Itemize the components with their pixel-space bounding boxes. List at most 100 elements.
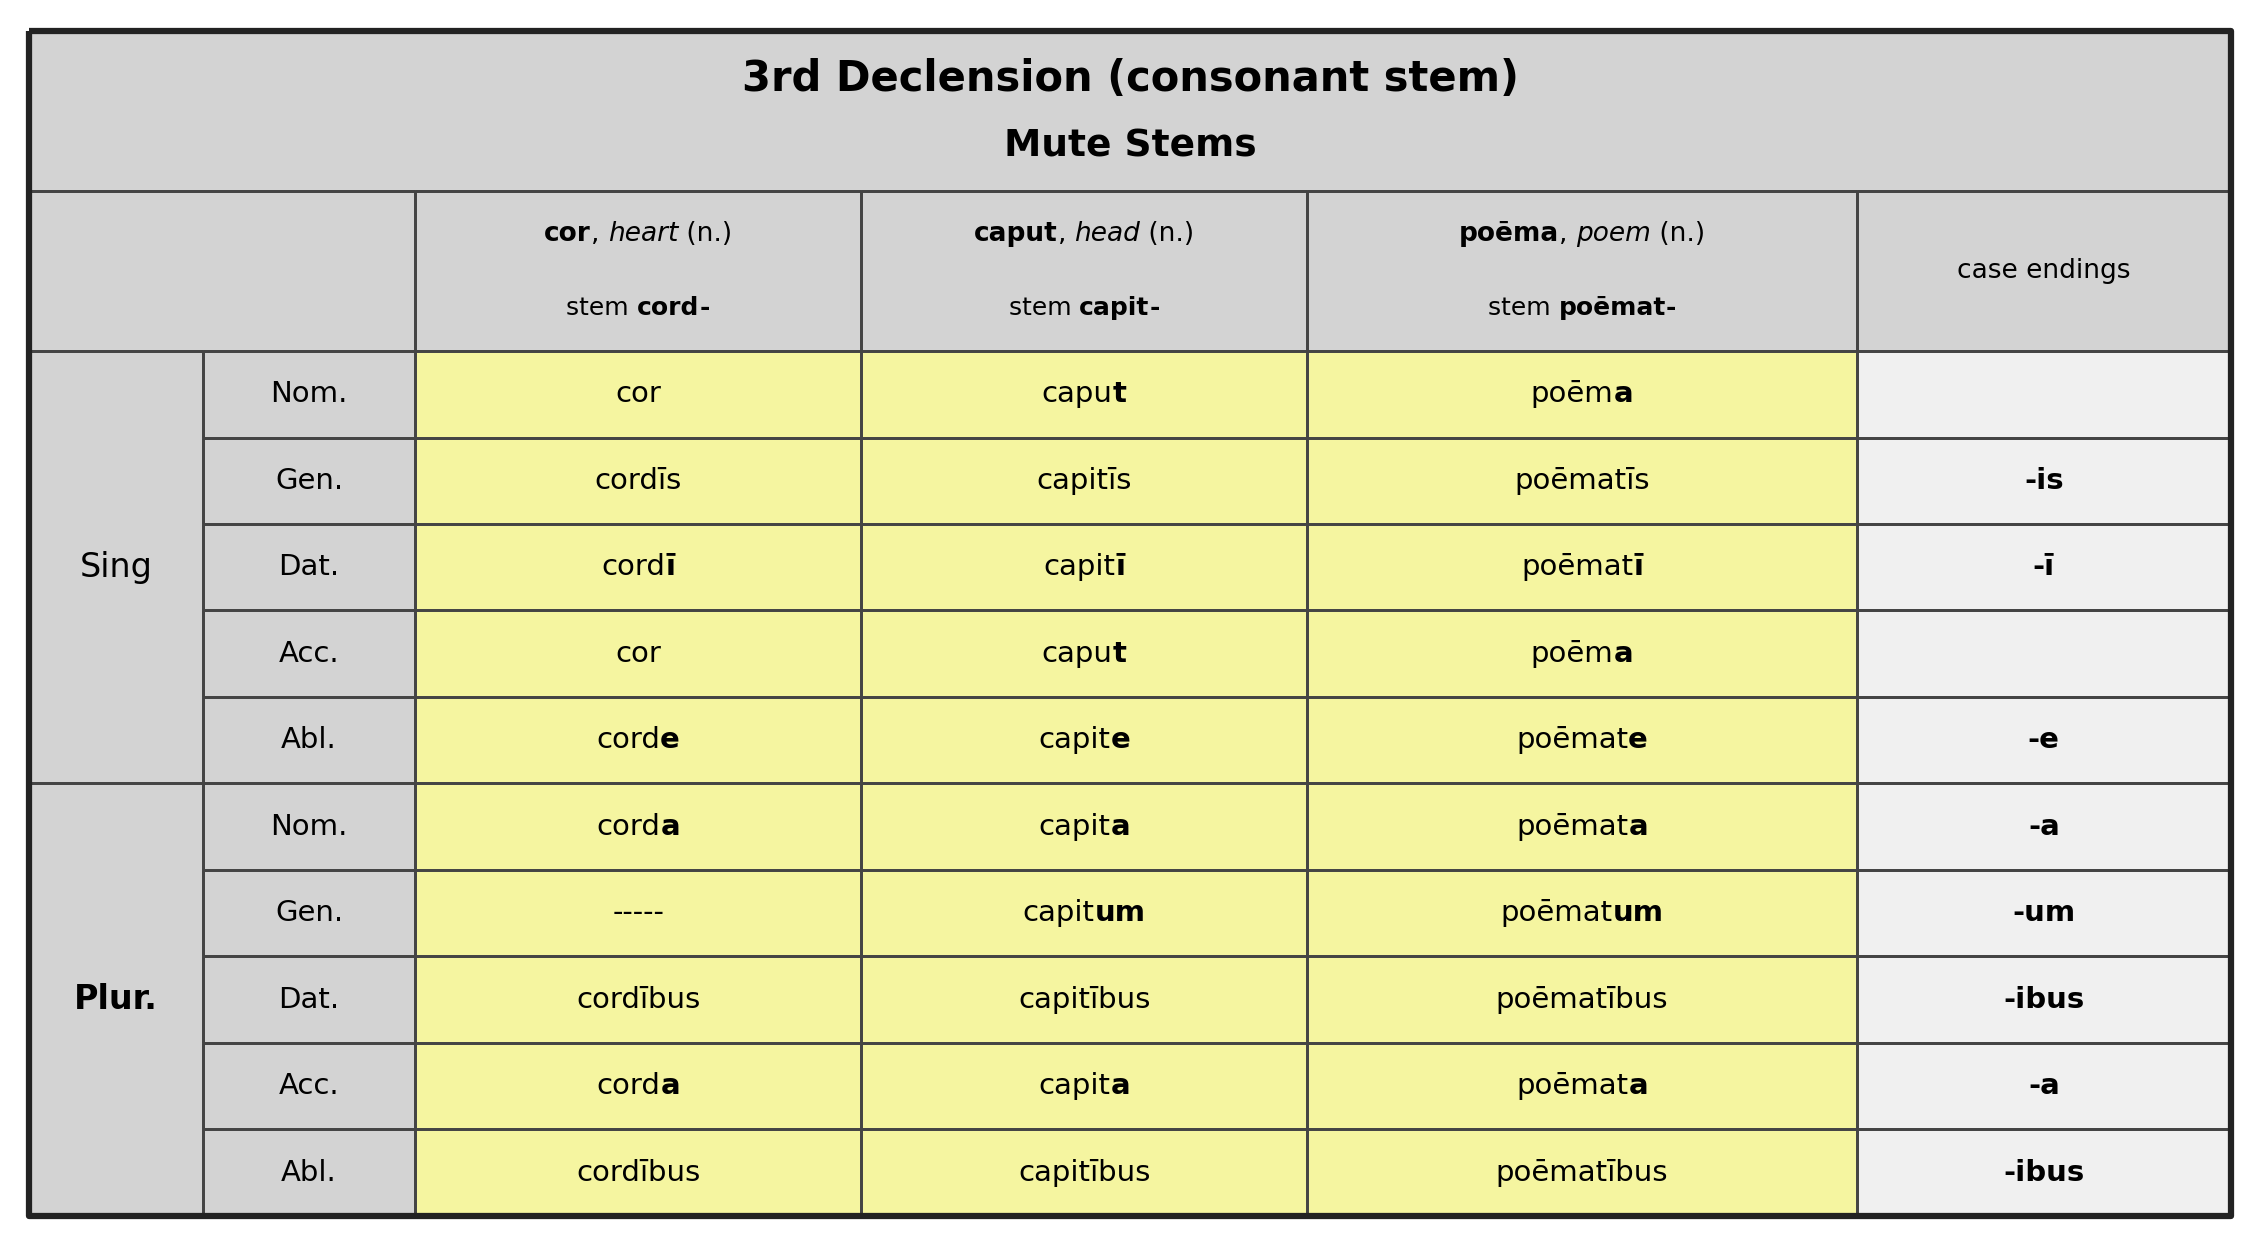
- Bar: [861, 1130, 1306, 1216]
- Bar: [1858, 352, 2231, 438]
- Bar: [1306, 191, 1858, 352]
- Bar: [861, 783, 1306, 870]
- Text: Gen.: Gen.: [276, 899, 344, 928]
- Text: cor: cor: [615, 380, 662, 408]
- Text: capit: capit: [1037, 1072, 1110, 1100]
- Text: poēmat: poēmat: [1559, 296, 1666, 319]
- Text: -: -: [1666, 296, 1677, 319]
- Text: poēma: poēma: [1460, 221, 1559, 247]
- Text: -ī: -ī: [2032, 554, 2054, 581]
- Text: poēmat: poēmat: [1521, 554, 1634, 581]
- Bar: [416, 438, 861, 524]
- Text: head: head: [1074, 221, 1141, 247]
- Bar: [203, 352, 416, 438]
- Text: cord: cord: [597, 813, 660, 840]
- Bar: [861, 697, 1306, 783]
- Bar: [1858, 1130, 2231, 1216]
- Bar: [861, 438, 1306, 524]
- Text: ,: ,: [1559, 221, 1575, 247]
- Bar: [29, 191, 416, 352]
- Bar: [1306, 524, 1858, 611]
- Bar: [1858, 956, 2231, 1042]
- Text: a: a: [1110, 813, 1130, 840]
- Text: capitībus: capitībus: [1017, 985, 1150, 1014]
- Text: a: a: [660, 813, 680, 840]
- Text: e: e: [660, 726, 680, 754]
- Text: -a: -a: [2027, 813, 2059, 840]
- Text: capit: capit: [1037, 813, 1110, 840]
- Text: Sing: Sing: [79, 551, 154, 584]
- Bar: [29, 31, 2231, 191]
- Bar: [1306, 697, 1858, 783]
- Text: a: a: [1110, 1072, 1130, 1100]
- Bar: [203, 611, 416, 697]
- Text: cord: cord: [597, 1072, 660, 1100]
- Text: cord: cord: [637, 296, 698, 319]
- Bar: [416, 870, 861, 956]
- Text: Gen.: Gen.: [276, 466, 344, 495]
- Text: Dat.: Dat.: [278, 554, 339, 581]
- Text: -a: -a: [2027, 1072, 2059, 1100]
- Bar: [203, 697, 416, 783]
- Text: capitīs: capitīs: [1037, 466, 1132, 495]
- Text: cordībus: cordībus: [576, 985, 701, 1014]
- Bar: [203, 783, 416, 870]
- Text: (n.): (n.): [678, 221, 732, 247]
- Bar: [1858, 697, 2231, 783]
- Text: poēmat: poēmat: [1516, 726, 1627, 754]
- Bar: [416, 697, 861, 783]
- Text: 3rd Declension (consonant stem): 3rd Declension (consonant stem): [741, 59, 1519, 100]
- Text: heart: heart: [608, 221, 678, 247]
- Bar: [1306, 352, 1858, 438]
- Bar: [1306, 870, 1858, 956]
- Text: poēm: poēm: [1530, 380, 1614, 408]
- Text: poēmat: poēmat: [1501, 899, 1614, 928]
- Bar: [1306, 1042, 1858, 1130]
- Bar: [416, 1042, 861, 1130]
- Text: poēmatībus: poēmatībus: [1496, 1158, 1668, 1187]
- Text: Nom.: Nom.: [271, 380, 348, 408]
- Bar: [416, 352, 861, 438]
- Text: stem: stem: [567, 296, 637, 319]
- Bar: [861, 191, 1306, 352]
- Text: stem: stem: [1008, 296, 1078, 319]
- Text: ,: ,: [1058, 221, 1074, 247]
- Bar: [1306, 783, 1858, 870]
- Bar: [203, 524, 416, 611]
- Text: Dat.: Dat.: [278, 985, 339, 1014]
- Text: a: a: [1614, 380, 1634, 408]
- Text: a: a: [1627, 813, 1648, 840]
- Bar: [203, 870, 416, 956]
- Bar: [416, 191, 861, 352]
- Bar: [1858, 438, 2231, 524]
- Bar: [416, 611, 861, 697]
- Text: Mute Stems: Mute Stems: [1003, 128, 1257, 165]
- Text: poēmatīs: poēmatīs: [1514, 466, 1650, 495]
- Text: cord: cord: [597, 726, 660, 754]
- Text: t: t: [1112, 380, 1125, 408]
- Text: um: um: [1614, 899, 1663, 928]
- Bar: [416, 524, 861, 611]
- Bar: [203, 438, 416, 524]
- Text: e: e: [1110, 726, 1130, 754]
- Text: a: a: [1614, 640, 1634, 667]
- Text: Acc.: Acc.: [278, 640, 339, 667]
- Bar: [1306, 956, 1858, 1042]
- Text: cord: cord: [601, 554, 664, 581]
- Text: capit: capit: [1037, 726, 1110, 754]
- Text: capit: capit: [1078, 296, 1150, 319]
- Text: Plur.: Plur.: [75, 983, 158, 1016]
- Text: e: e: [1627, 726, 1648, 754]
- Text: poem: poem: [1575, 221, 1652, 247]
- Text: (n.): (n.): [1652, 221, 1704, 247]
- Bar: [416, 956, 861, 1042]
- Bar: [861, 1042, 1306, 1130]
- Text: um: um: [1094, 899, 1146, 928]
- Text: caput: caput: [974, 221, 1058, 247]
- Text: t: t: [1112, 640, 1125, 667]
- Bar: [1858, 870, 2231, 956]
- Text: Abl.: Abl.: [280, 1158, 337, 1187]
- Bar: [861, 352, 1306, 438]
- Text: -is: -is: [2025, 466, 2063, 495]
- Text: Abl.: Abl.: [280, 726, 337, 754]
